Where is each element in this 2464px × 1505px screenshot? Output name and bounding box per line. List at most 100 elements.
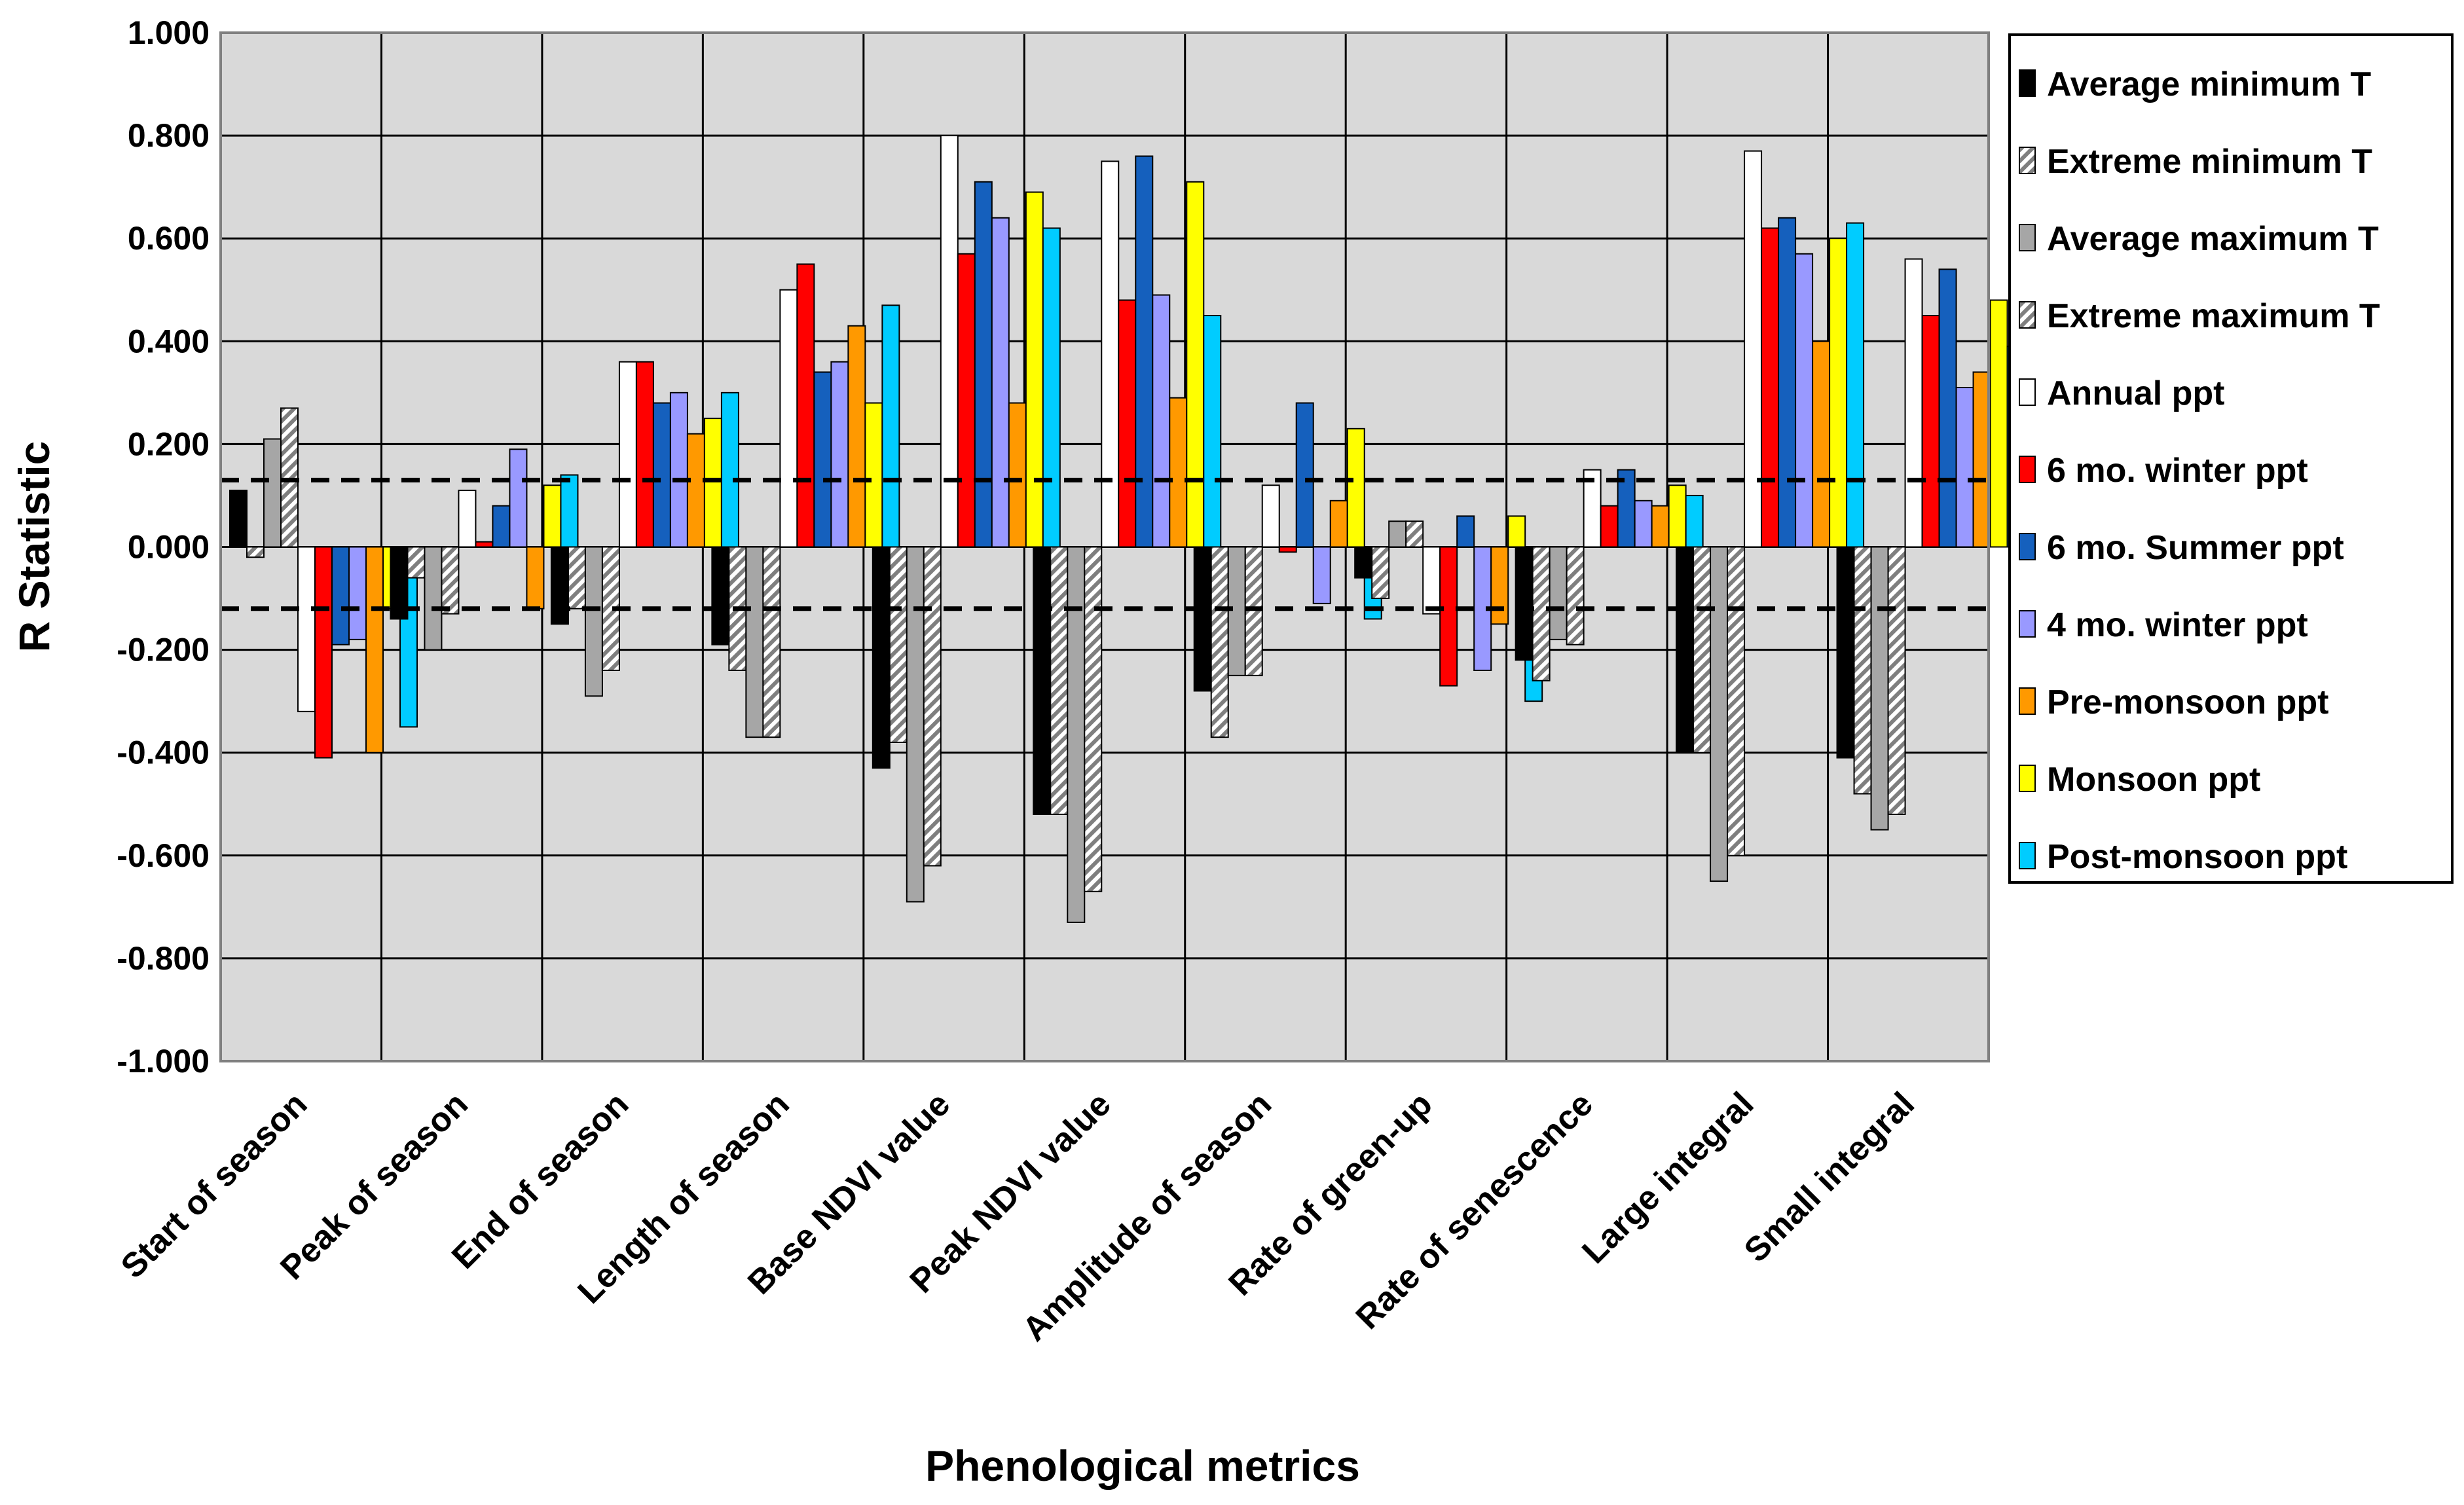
bar [526,546,545,609]
bar [1135,155,1154,548]
y-tick-label: -1.000 [117,1043,210,1079]
legend-swatch [2019,301,2036,329]
bar [509,448,528,548]
bar [1651,505,1670,548]
bar [424,546,443,651]
bar [584,546,603,697]
bar [1710,546,1729,882]
bar [1244,546,1263,676]
bar [1515,546,1534,661]
bar [1371,546,1390,600]
bar [1532,546,1551,681]
legend-swatch [2019,842,2036,869]
y-tick-label: -0.400 [117,734,210,771]
legend-swatch [2019,147,2036,174]
bar [331,546,350,645]
legend-swatch [2019,69,2036,97]
bar [1152,294,1171,548]
bar [1761,227,1780,548]
legend-label: Average maximum T [2047,220,2379,258]
bar [974,181,993,548]
bars [229,135,2025,923]
bar [1938,268,1957,548]
bar [1490,546,1509,625]
bar [1846,222,1865,548]
bar [1405,520,1424,548]
bar [1600,505,1619,548]
bar [441,546,460,615]
legend-swatch [2019,533,2036,560]
bar [1795,253,1814,548]
y-tick-label: 0.000 [128,529,210,566]
y-tick-label: -0.200 [117,632,210,668]
bar [1422,546,1441,615]
bar [957,253,976,548]
bar [1388,520,1407,548]
legend-label: Pre-monsoon ppt [2047,683,2328,721]
y-tick-label: 0.600 [128,220,210,257]
bar [1329,499,1348,548]
legend-label: Extreme minimum T [2047,143,2372,181]
legend-label: 6 mo. winter ppt [2047,452,2308,490]
bar [762,546,781,738]
legend-swatch [2019,610,2036,638]
bar [1829,238,1848,548]
bar [1354,546,1373,579]
bar [1101,160,1120,548]
bar [1566,546,1585,645]
bar [1169,397,1188,548]
y-tick-label: -0.800 [117,940,210,977]
bar [1186,181,1205,548]
legend-label: Annual ppt [2047,374,2225,412]
legend-swatch [2019,378,2036,406]
bar [830,361,849,548]
bar [458,490,477,548]
bar [543,484,562,548]
bar [1836,546,1855,759]
bar [1955,386,1974,548]
legend-label: 4 mo. winter ppt [2047,606,2308,644]
bar [297,546,316,712]
bar [923,546,942,867]
bar [1685,494,1704,548]
y-tick-label: 1.000 [128,14,210,51]
legend-label: Monsoon ppt [2047,761,2260,799]
bar [1634,499,1653,548]
bar [1118,299,1137,548]
bar [229,490,248,548]
x-tick-label: Small integral [1737,1085,1922,1269]
legend: Average minimum T Extreme minimum T Averag… [2008,33,2454,884]
plot-frame [219,31,1990,1062]
bar [1278,546,1297,553]
bar [635,361,654,548]
bar [1583,469,1602,548]
bar [1744,150,1763,548]
bar [1295,402,1314,548]
bar [652,402,671,548]
bar [1904,258,1923,548]
bar [1676,546,1695,753]
y-axis-ticks: 1.000 0.800 0.600 0.400 0.200 0.000 -0.200 -0.4… [117,14,210,1079]
bar [796,263,815,548]
y-tick-label: -0.600 [117,837,210,874]
bar [779,289,798,548]
bar [567,546,586,609]
bar [864,402,883,548]
bar [745,546,764,738]
bar [889,546,908,743]
bar [847,325,866,548]
bar [348,546,367,640]
bar [365,546,384,753]
bar [1346,427,1365,548]
legend-label: Extreme maximum T [2047,297,2380,335]
bar [906,546,925,903]
bar [1261,484,1280,548]
bar [1870,546,1889,831]
bar [991,217,1010,548]
bar [1921,315,1940,548]
x-axis-title: Phenological metrics [925,1442,1360,1490]
legend-swatch [2019,456,2036,483]
bar [1210,546,1229,738]
bar [1203,315,1222,548]
